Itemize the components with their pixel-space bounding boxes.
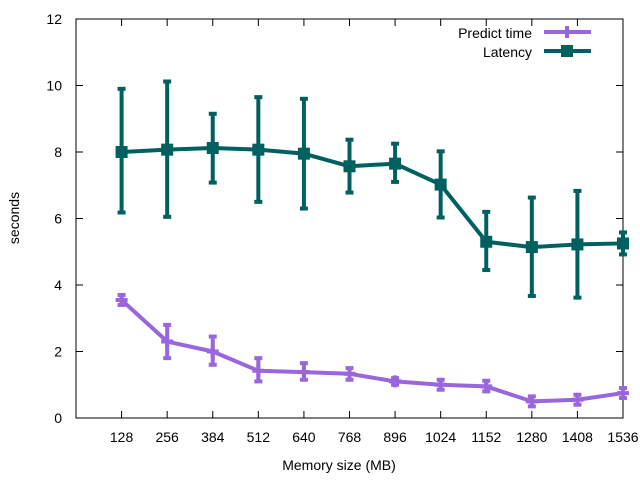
legend-marker-predict-time	[561, 26, 573, 38]
data-point-predict-time	[297, 366, 310, 379]
data-point-predict-time	[161, 335, 174, 348]
data-point-latency	[434, 178, 447, 191]
data-point-predict-time	[115, 293, 128, 306]
y-tick-label: 2	[54, 344, 62, 360]
data-point-latency	[343, 160, 356, 173]
legend-label-latency: Latency	[483, 44, 532, 60]
data-point-predict-time	[617, 387, 629, 400]
x-tick-label: 896	[383, 429, 407, 445]
data-point-predict-time	[389, 375, 402, 388]
x-tick-label: 512	[247, 429, 271, 445]
series-latency	[115, 79, 629, 300]
series-line-latency	[121, 146, 624, 250]
legend-marker-latency	[561, 45, 573, 57]
x-tick-label: 1024	[425, 429, 456, 445]
data-point-latency	[389, 157, 402, 170]
y-tick-label: 4	[54, 277, 62, 293]
data-point-predict-time	[343, 367, 356, 380]
plot-frame	[75, 18, 624, 419]
data-point-latency	[252, 143, 265, 156]
x-tick-label: 384	[201, 429, 225, 445]
data-point-latency	[617, 237, 629, 250]
y-tick-label: 8	[54, 144, 62, 160]
x-tick-label: 1152	[471, 429, 501, 445]
y-tick-label: 10	[46, 78, 62, 94]
legend: Predict time Latency	[458, 25, 591, 60]
axis-ticks: 0 2 4 6 8 10 12 128 256 384 512 640 768 896 1024 1152 12…	[46, 11, 638, 445]
data-point-predict-time	[525, 395, 538, 408]
data-point-predict-time	[206, 345, 219, 358]
x-tick-label: 1536	[607, 429, 638, 445]
data-point-latency	[571, 238, 584, 251]
y-tick-label: 12	[46, 11, 62, 27]
data-point-latency	[161, 143, 174, 156]
x-tick-label: 1280	[516, 429, 547, 445]
x-axis-label: Memory size (MB)	[282, 457, 396, 473]
series-predict-time	[115, 292, 629, 409]
data-point-latency	[297, 147, 310, 160]
data-point-predict-time	[571, 393, 584, 406]
x-tick-label: 128	[110, 429, 134, 445]
data-point-latency	[115, 146, 128, 158]
series-line-predict-time	[120, 298, 624, 404]
data-point-predict-time	[434, 378, 447, 391]
y-axis-label: seconds	[6, 192, 22, 244]
data-point-predict-time	[480, 380, 493, 393]
x-tick-label: 768	[338, 429, 362, 445]
data-point-predict-time	[252, 364, 265, 377]
y-tick-label: 0	[54, 410, 62, 426]
y-tick-label: 6	[54, 211, 62, 227]
x-tick-label: 1408	[562, 429, 593, 445]
x-tick-label: 640	[292, 429, 316, 445]
legend-label-predict-time: Predict time	[458, 25, 532, 41]
data-point-latency	[480, 235, 493, 248]
x-tick-label: 256	[155, 429, 179, 445]
data-point-latency	[206, 142, 219, 155]
data-point-latency	[525, 241, 538, 254]
